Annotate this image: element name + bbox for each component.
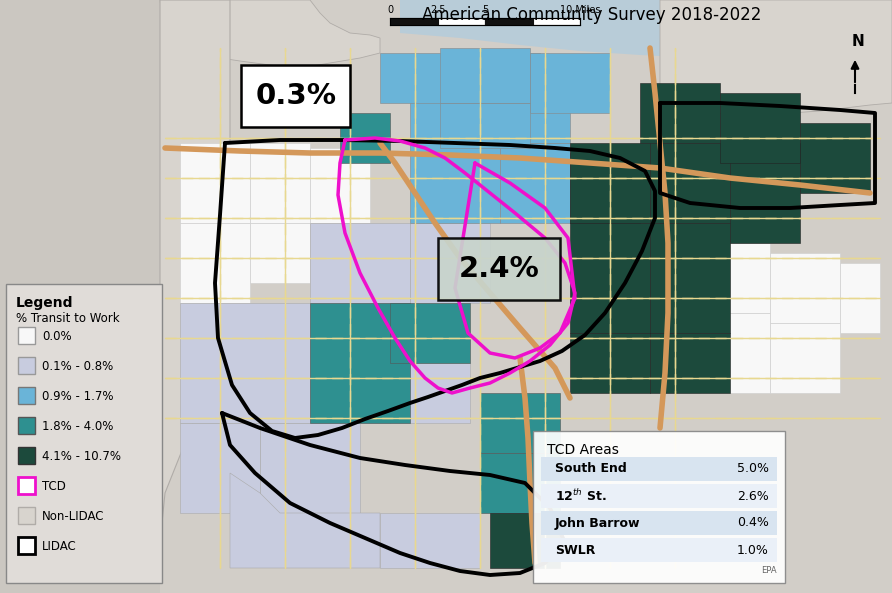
Polygon shape (700, 243, 770, 313)
Polygon shape (310, 303, 390, 423)
Polygon shape (480, 453, 560, 513)
Text: 2.4%: 2.4% (458, 255, 540, 283)
Text: % Transit to Work: % Transit to Work (16, 312, 120, 325)
Polygon shape (410, 83, 500, 143)
Polygon shape (660, 0, 892, 115)
Text: John Barrow: John Barrow (555, 517, 640, 530)
Polygon shape (250, 143, 310, 223)
Polygon shape (160, 0, 230, 543)
Polygon shape (180, 223, 250, 303)
Polygon shape (500, 143, 570, 223)
Polygon shape (533, 18, 580, 25)
Text: N: N (852, 34, 864, 49)
Text: 0: 0 (387, 5, 393, 15)
Polygon shape (230, 473, 380, 568)
Polygon shape (440, 103, 530, 148)
Polygon shape (310, 148, 370, 223)
Text: TCD: TCD (42, 480, 66, 493)
Polygon shape (650, 223, 730, 333)
Polygon shape (160, 0, 892, 593)
Polygon shape (410, 143, 500, 223)
Polygon shape (180, 143, 250, 223)
Text: 0.0%: 0.0% (42, 330, 71, 343)
Bar (18, 507, 35, 524)
Polygon shape (770, 253, 840, 323)
Polygon shape (390, 363, 470, 423)
Text: SWLR: SWLR (555, 544, 595, 556)
Text: Legend: Legend (16, 296, 73, 310)
Polygon shape (340, 113, 390, 163)
Polygon shape (700, 313, 770, 393)
Text: 0.4%: 0.4% (737, 517, 769, 530)
Polygon shape (570, 153, 640, 223)
Polygon shape (480, 393, 560, 453)
Bar (18, 477, 35, 494)
Text: American Community Survey 2018-2022: American Community Survey 2018-2022 (422, 6, 762, 24)
Polygon shape (730, 143, 800, 243)
Polygon shape (650, 143, 730, 223)
Polygon shape (410, 223, 490, 303)
Polygon shape (180, 423, 260, 513)
FancyBboxPatch shape (438, 238, 560, 300)
Polygon shape (570, 143, 650, 223)
Bar (18, 357, 35, 374)
Text: 2.5: 2.5 (430, 5, 446, 15)
Polygon shape (250, 223, 310, 283)
Polygon shape (310, 303, 410, 423)
Polygon shape (390, 18, 438, 25)
Bar (18, 447, 35, 464)
Bar (541, 484, 777, 508)
Text: 12$^{th}$ St.: 12$^{th}$ St. (555, 488, 607, 504)
Polygon shape (180, 303, 310, 423)
FancyBboxPatch shape (6, 284, 162, 583)
Bar (541, 538, 777, 562)
Text: 1.8% - 4.0%: 1.8% - 4.0% (42, 419, 113, 432)
Text: 10 Miles: 10 Miles (560, 5, 600, 15)
Polygon shape (840, 263, 880, 333)
Polygon shape (485, 18, 533, 25)
Polygon shape (310, 223, 410, 303)
Polygon shape (570, 223, 650, 333)
Text: TCD Areas: TCD Areas (547, 443, 619, 457)
Polygon shape (720, 93, 800, 163)
Polygon shape (530, 53, 610, 113)
Polygon shape (380, 513, 480, 568)
Polygon shape (160, 0, 380, 68)
Text: 2.6%: 2.6% (738, 489, 769, 502)
Polygon shape (260, 423, 360, 513)
FancyBboxPatch shape (533, 431, 785, 583)
Polygon shape (640, 83, 720, 143)
Polygon shape (438, 18, 485, 25)
Polygon shape (490, 513, 560, 568)
Text: 0.3%: 0.3% (255, 82, 336, 110)
Text: EPA: EPA (762, 566, 777, 575)
Bar (18, 387, 35, 404)
Bar (18, 417, 35, 434)
Polygon shape (390, 303, 470, 363)
Text: 0.1% - 0.8%: 0.1% - 0.8% (42, 359, 113, 372)
Polygon shape (770, 323, 840, 393)
Text: 5.0%: 5.0% (737, 463, 769, 476)
Polygon shape (570, 333, 650, 393)
Polygon shape (400, 0, 892, 58)
Bar (541, 511, 777, 535)
Text: Non-LIDAC: Non-LIDAC (42, 509, 104, 522)
Polygon shape (800, 123, 870, 193)
Polygon shape (380, 53, 460, 103)
Text: South End: South End (555, 463, 627, 476)
Bar (18, 537, 35, 554)
Bar (541, 457, 777, 481)
Polygon shape (440, 48, 530, 103)
FancyBboxPatch shape (241, 65, 350, 127)
Text: 5: 5 (482, 5, 488, 15)
Bar (18, 327, 35, 344)
Polygon shape (650, 333, 730, 393)
Text: 4.1% - 10.7%: 4.1% - 10.7% (42, 449, 121, 463)
Polygon shape (500, 103, 570, 143)
Text: 1.0%: 1.0% (737, 544, 769, 556)
Polygon shape (460, 53, 540, 103)
Text: 0.9% - 1.7%: 0.9% - 1.7% (42, 390, 113, 403)
Text: LIDAC: LIDAC (42, 540, 77, 553)
